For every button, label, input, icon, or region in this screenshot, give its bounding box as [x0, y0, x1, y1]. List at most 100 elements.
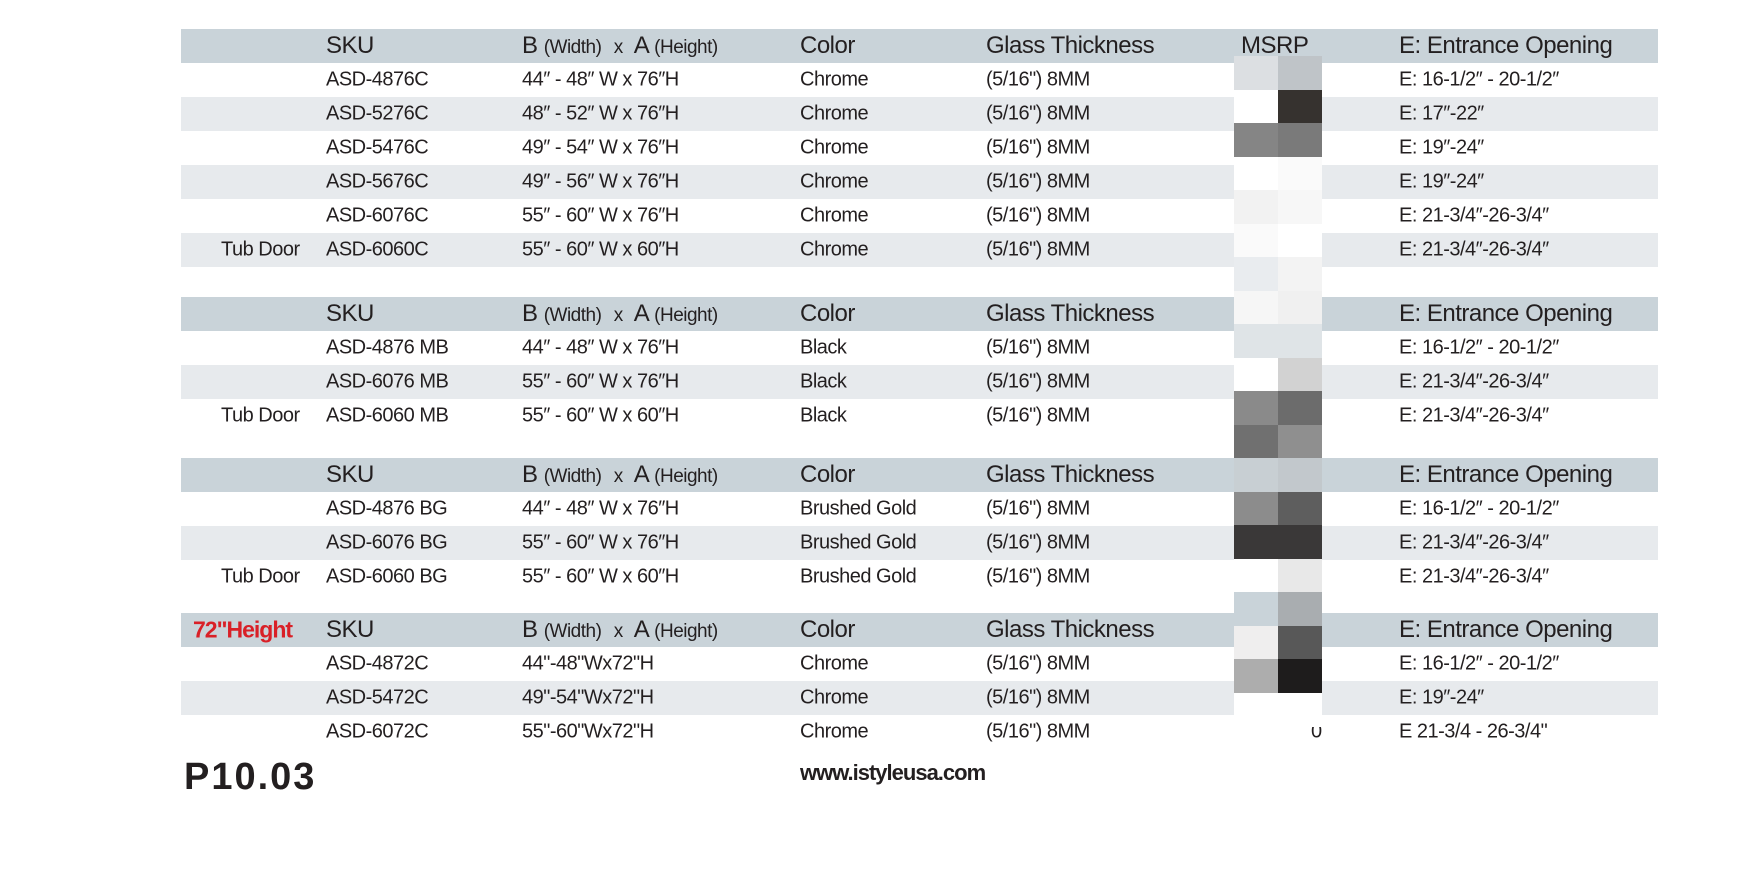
- pixel-block: [1234, 56, 1278, 90]
- header-msrp: MSRP: [1241, 32, 1309, 59]
- color: Chrome: [800, 68, 869, 91]
- sku: ASD-5276C: [326, 102, 429, 125]
- pixel-block: [1234, 89, 1278, 124]
- color: Black: [800, 336, 847, 359]
- entrance-opening: E: 16-1/2″ - 20-1/2″: [1399, 497, 1559, 520]
- table-header: 72"Height SKU B (Width) x A (Height) Col…: [181, 613, 1658, 647]
- dimensions: 49″ - 56″ W x 76″H: [522, 170, 679, 193]
- glass-thickness: (5/16") 8MM: [986, 68, 1090, 91]
- row-label: Tub Door: [221, 565, 300, 588]
- pixel-block: [1234, 424, 1278, 459]
- website-link[interactable]: www.istyleusa.com: [800, 760, 986, 785]
- color: Chrome: [800, 720, 869, 743]
- pixel-block: [1278, 223, 1322, 258]
- sku: ASD-6076 MB: [326, 370, 449, 393]
- color: Chrome: [800, 238, 869, 261]
- glass-thickness: (5/16") 8MM: [986, 531, 1090, 554]
- pixel-block: [1278, 458, 1322, 492]
- glass-thickness: (5/16") 8MM: [986, 238, 1090, 261]
- pixel-block: [1278, 357, 1322, 392]
- pixel-block: [1234, 190, 1278, 224]
- dimensions: 44"-48"Wx72"H: [522, 652, 654, 675]
- sku: ASD-6060 BG: [326, 565, 448, 588]
- pixel-block: [1278, 89, 1322, 124]
- color: Brushed Gold: [800, 497, 917, 520]
- entrance-opening: E: 19″-24″: [1399, 136, 1484, 159]
- header-sku: SKU: [326, 32, 374, 59]
- pixel-block: [1278, 391, 1322, 425]
- pixel-block: [1234, 223, 1278, 258]
- entrance-opening: E: 19″-24″: [1399, 686, 1484, 709]
- table-header: SKU B (Width) x A (Height) Color Glass T…: [181, 29, 1658, 63]
- table-row: ASD-4876 MB 44″ - 48″ W x 76″H Black (5/…: [181, 331, 1658, 365]
- sku: ASD-5676C: [326, 170, 429, 193]
- pixel-block: [1278, 525, 1322, 559]
- header-color: Color: [800, 300, 855, 327]
- dimensions: 55″ - 60″ W x 60″H: [522, 565, 679, 588]
- pixel-block: [1278, 56, 1322, 90]
- entrance-opening: E: 21-3/4″-26-3/4″: [1399, 204, 1549, 227]
- dimensions: 49"-54"Wx72"H: [522, 686, 654, 709]
- table-header: SKU B (Width) x A (Height) Color Glass T…: [181, 458, 1658, 492]
- pixel-block: [1234, 123, 1278, 157]
- color: Chrome: [800, 652, 869, 675]
- dimensions: 55"-60"Wx72"H: [522, 720, 654, 743]
- sku: ASD-5476C: [326, 136, 429, 159]
- table-row: ASD-5676C 49″ - 56″ W x 76″H Chrome (5/1…: [181, 165, 1658, 199]
- entrance-opening: E 21-3/4 - 26-3/4": [1399, 720, 1548, 743]
- table-row: ASD-6072C 55"-60"Wx72"H Chrome (5/16") 8…: [181, 715, 1658, 749]
- pixel-block: [1234, 458, 1278, 492]
- color: Brushed Gold: [800, 565, 917, 588]
- glass-thickness: (5/16") 8MM: [986, 204, 1090, 227]
- header-entrance: E: Entrance Opening: [1399, 616, 1613, 643]
- product-table: SKU B (Width) x A (Height) Color Glass T…: [181, 458, 1658, 594]
- sku: ASD-6060C: [326, 238, 429, 261]
- table-row: ASD-5476C 49″ - 54″ W x 76″H Chrome (5/1…: [181, 131, 1658, 165]
- table-row: ASD-5472C 49"-54"Wx72"H Chrome (5/16") 8…: [181, 681, 1658, 715]
- row-label: Tub Door: [221, 238, 300, 261]
- dimensions: 48″ - 52″ W x 76″H: [522, 102, 679, 125]
- pixel-block: [1278, 290, 1322, 325]
- table-row: ASD-4872C 44"-48"Wx72"H Chrome (5/16") 8…: [181, 647, 1658, 681]
- pixelated-msrp-region: [1234, 56, 1322, 727]
- glass-thickness: (5/16") 8MM: [986, 102, 1090, 125]
- header-glass: Glass Thickness: [986, 461, 1155, 488]
- glass-thickness: (5/16") 8MM: [986, 404, 1090, 427]
- sku: ASD-4876 BG: [326, 497, 448, 520]
- header-color: Color: [800, 616, 855, 643]
- header-color: Color: [800, 32, 855, 59]
- pixel-block: [1278, 592, 1322, 626]
- glass-thickness: (5/16") 8MM: [986, 336, 1090, 359]
- dimensions: 55″ - 60″ W x 76″H: [522, 531, 679, 554]
- header-entrance: E: Entrance Opening: [1399, 300, 1613, 327]
- table-row: Tub Door ASD-6060 MB 55″ - 60″ W x 60″H …: [181, 399, 1658, 433]
- glass-thickness: (5/16") 8MM: [986, 370, 1090, 393]
- header-dimensions: B (Width) x A (Height): [522, 461, 718, 488]
- glass-thickness: (5/16") 8MM: [986, 136, 1090, 159]
- row-label: Tub Door: [221, 404, 300, 427]
- sku: ASD-5472C: [326, 686, 429, 709]
- dimensions: 49″ - 54″ W x 76″H: [522, 136, 679, 159]
- pixel-block: [1234, 491, 1278, 526]
- pixel-block: [1234, 391, 1278, 425]
- pixel-block: [1234, 525, 1278, 559]
- sku: ASD-4872C: [326, 652, 429, 675]
- pixel-block: [1234, 257, 1278, 291]
- table-row: ASD-4876 BG 44″ - 48″ W x 76″H Brushed G…: [181, 492, 1658, 526]
- color: Black: [800, 404, 847, 427]
- table-row: ASD-6076C 55″ - 60″ W x 76″H Chrome (5/1…: [181, 199, 1658, 233]
- pixel-block: [1278, 692, 1322, 727]
- pixel-block: [1234, 324, 1278, 358]
- dimensions: 55″ - 60″ W x 76″H: [522, 370, 679, 393]
- glass-thickness: (5/16") 8MM: [986, 720, 1090, 743]
- color: Chrome: [800, 170, 869, 193]
- color: Chrome: [800, 102, 869, 125]
- table-row: ASD-6076 BG 55″ - 60″ W x 76″H Brushed G…: [181, 526, 1658, 560]
- sku: ASD-6076C: [326, 204, 429, 227]
- pixel-block: [1278, 156, 1322, 191]
- sku: ASD-6060 MB: [326, 404, 449, 427]
- pixel-block: [1234, 290, 1278, 325]
- color: Chrome: [800, 136, 869, 159]
- glass-thickness: (5/16") 8MM: [986, 652, 1090, 675]
- table-row: ASD-5276C 48″ - 52″ W x 76″H Chrome (5/1…: [181, 97, 1658, 131]
